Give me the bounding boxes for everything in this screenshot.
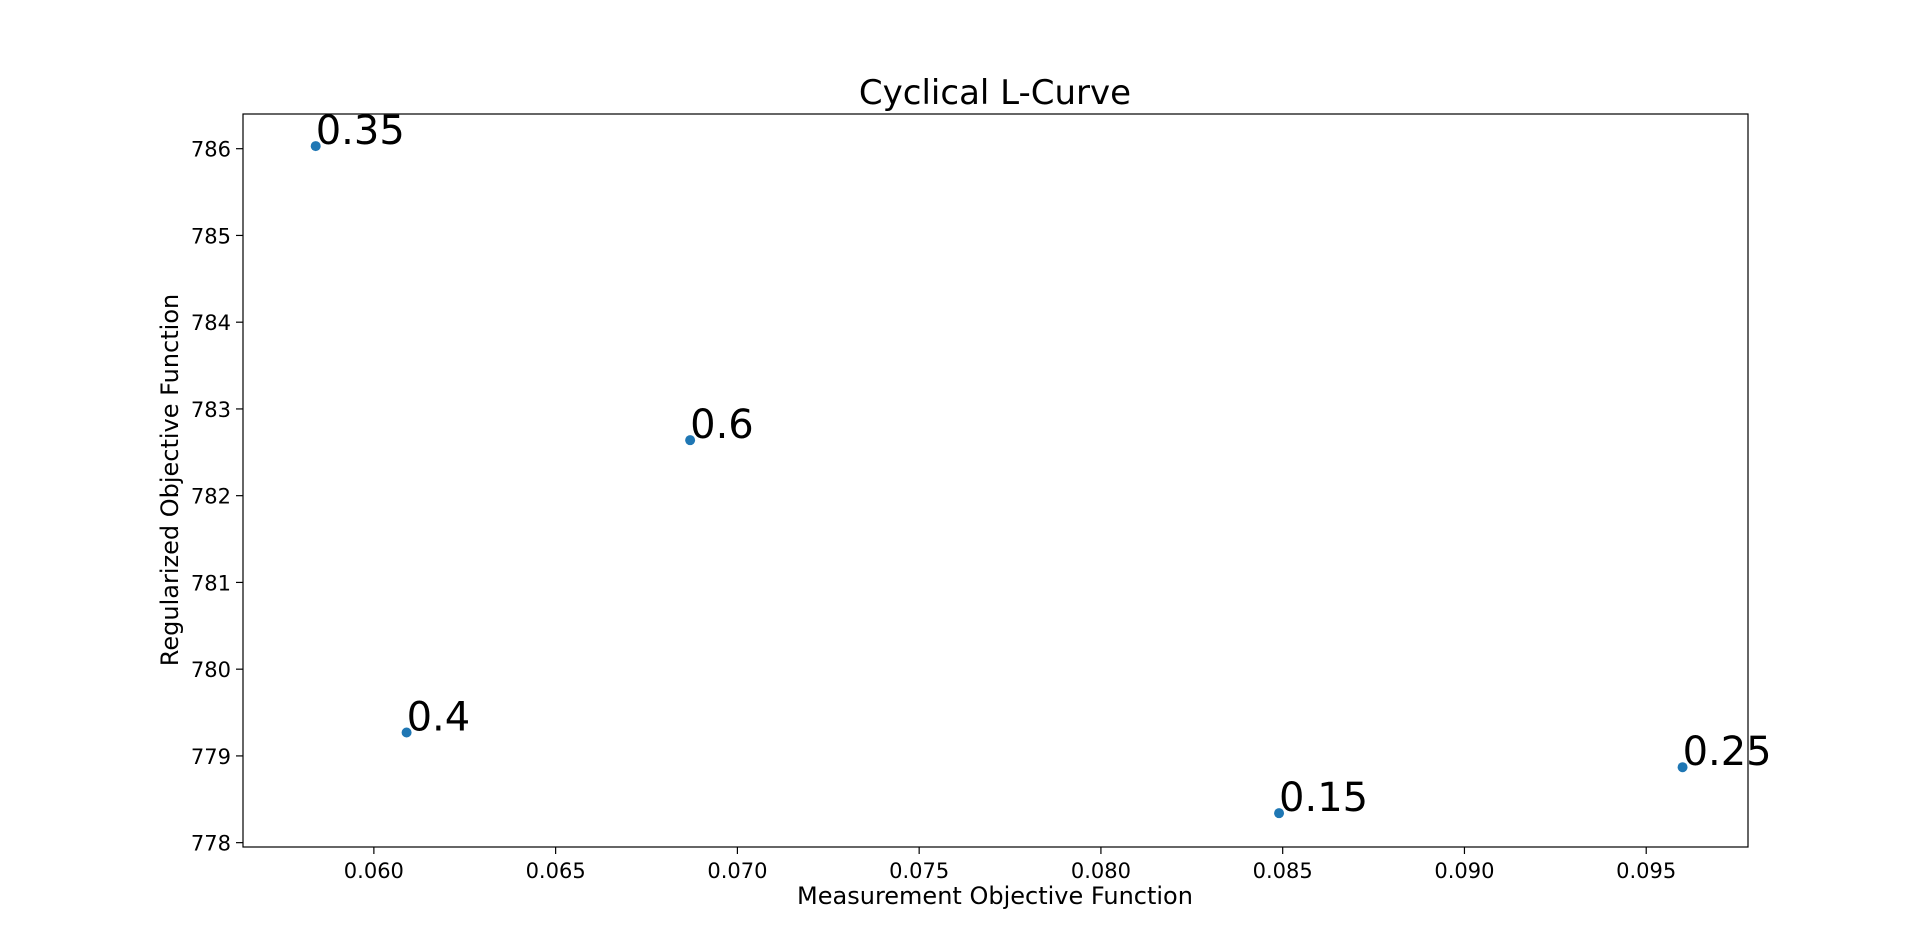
y-tick-label: 779 xyxy=(191,745,231,769)
x-axis-label: Measurement Objective Function xyxy=(797,882,1193,910)
x-tick-label: 0.070 xyxy=(707,859,767,883)
x-tick-label: 0.065 xyxy=(526,859,586,883)
data-point xyxy=(1274,808,1285,819)
y-tick-label: 784 xyxy=(191,311,231,335)
data-points xyxy=(310,141,1688,819)
y-tick-label: 785 xyxy=(191,224,231,248)
x-tick-label: 0.095 xyxy=(1616,859,1676,883)
x-tick-label: 0.080 xyxy=(1071,859,1131,883)
data-point xyxy=(1677,762,1688,773)
data-point xyxy=(401,727,412,738)
x-tick-label: 0.075 xyxy=(889,859,949,883)
y-tick-label: 780 xyxy=(191,658,231,682)
data-point-labels: 0.35 0.6 0.4 0.15 0.25 xyxy=(316,108,1772,821)
y-tick-label: 781 xyxy=(191,571,231,595)
data-point-label: 0.4 xyxy=(407,694,471,740)
data-point xyxy=(310,141,321,152)
y-tick-label: 782 xyxy=(191,485,231,509)
y-tick-label: 783 xyxy=(191,398,231,422)
y-tick-label: 778 xyxy=(191,832,231,856)
plot-frame xyxy=(242,113,1749,848)
data-point-label: 0.6 xyxy=(690,402,754,448)
y-tick-label: 786 xyxy=(191,138,231,162)
data-point-label: 0.15 xyxy=(1279,775,1368,821)
data-point-label: 0.25 xyxy=(1683,729,1772,775)
x-axis-ticks: 0.060 0.065 0.070 0.075 0.080 0.085 0.090 0.095 xyxy=(344,847,1676,883)
chart-title: Cyclical L-Curve xyxy=(859,73,1131,113)
x-tick-label: 0.085 xyxy=(1253,859,1313,883)
data-point-label: 0.35 xyxy=(316,108,405,154)
y-axis-ticks: 778 779 780 781 782 783 784 785 786 xyxy=(191,138,243,856)
x-tick-label: 0.060 xyxy=(344,859,404,883)
data-point xyxy=(685,435,696,446)
x-tick-label: 0.090 xyxy=(1434,859,1494,883)
y-axis-label: Regularized Objective Function xyxy=(156,294,184,666)
